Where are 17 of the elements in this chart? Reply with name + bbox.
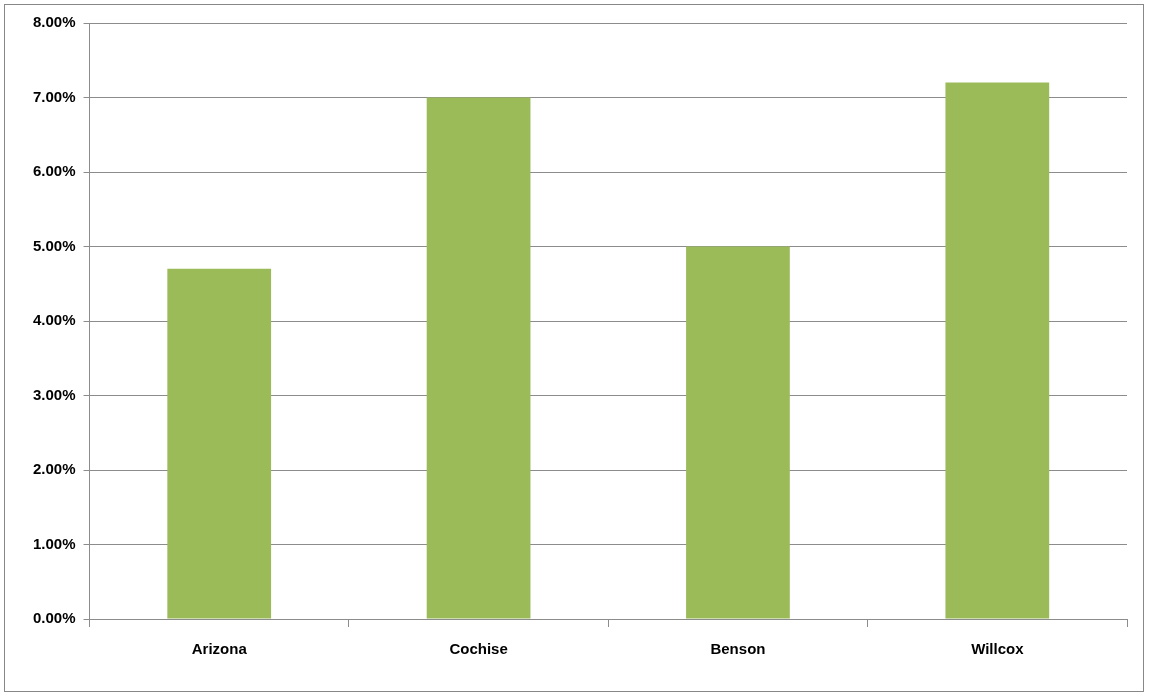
y-tick-label: 2.00% xyxy=(32,460,76,478)
x-tick-label: Willcox xyxy=(971,640,1025,658)
y-tick-label: 4.00% xyxy=(32,311,76,329)
bar xyxy=(945,82,1050,619)
y-tick-label: 8.00% xyxy=(32,13,76,31)
bar xyxy=(686,246,790,619)
y-tick-label: 1.00% xyxy=(32,534,76,552)
y-tick-label: 0.00% xyxy=(32,609,76,627)
y-tick-label: 3.00% xyxy=(32,385,76,403)
x-tick-label: Benson xyxy=(710,640,766,658)
x-tick-label: Arizona xyxy=(191,640,248,658)
y-tick-label: 5.00% xyxy=(32,236,76,254)
bar xyxy=(426,97,531,619)
y-tick-label: 6.00% xyxy=(32,162,76,180)
x-tick-label: Cochise xyxy=(449,640,508,658)
bar xyxy=(167,268,272,619)
y-tick-label: 7.00% xyxy=(32,87,76,105)
